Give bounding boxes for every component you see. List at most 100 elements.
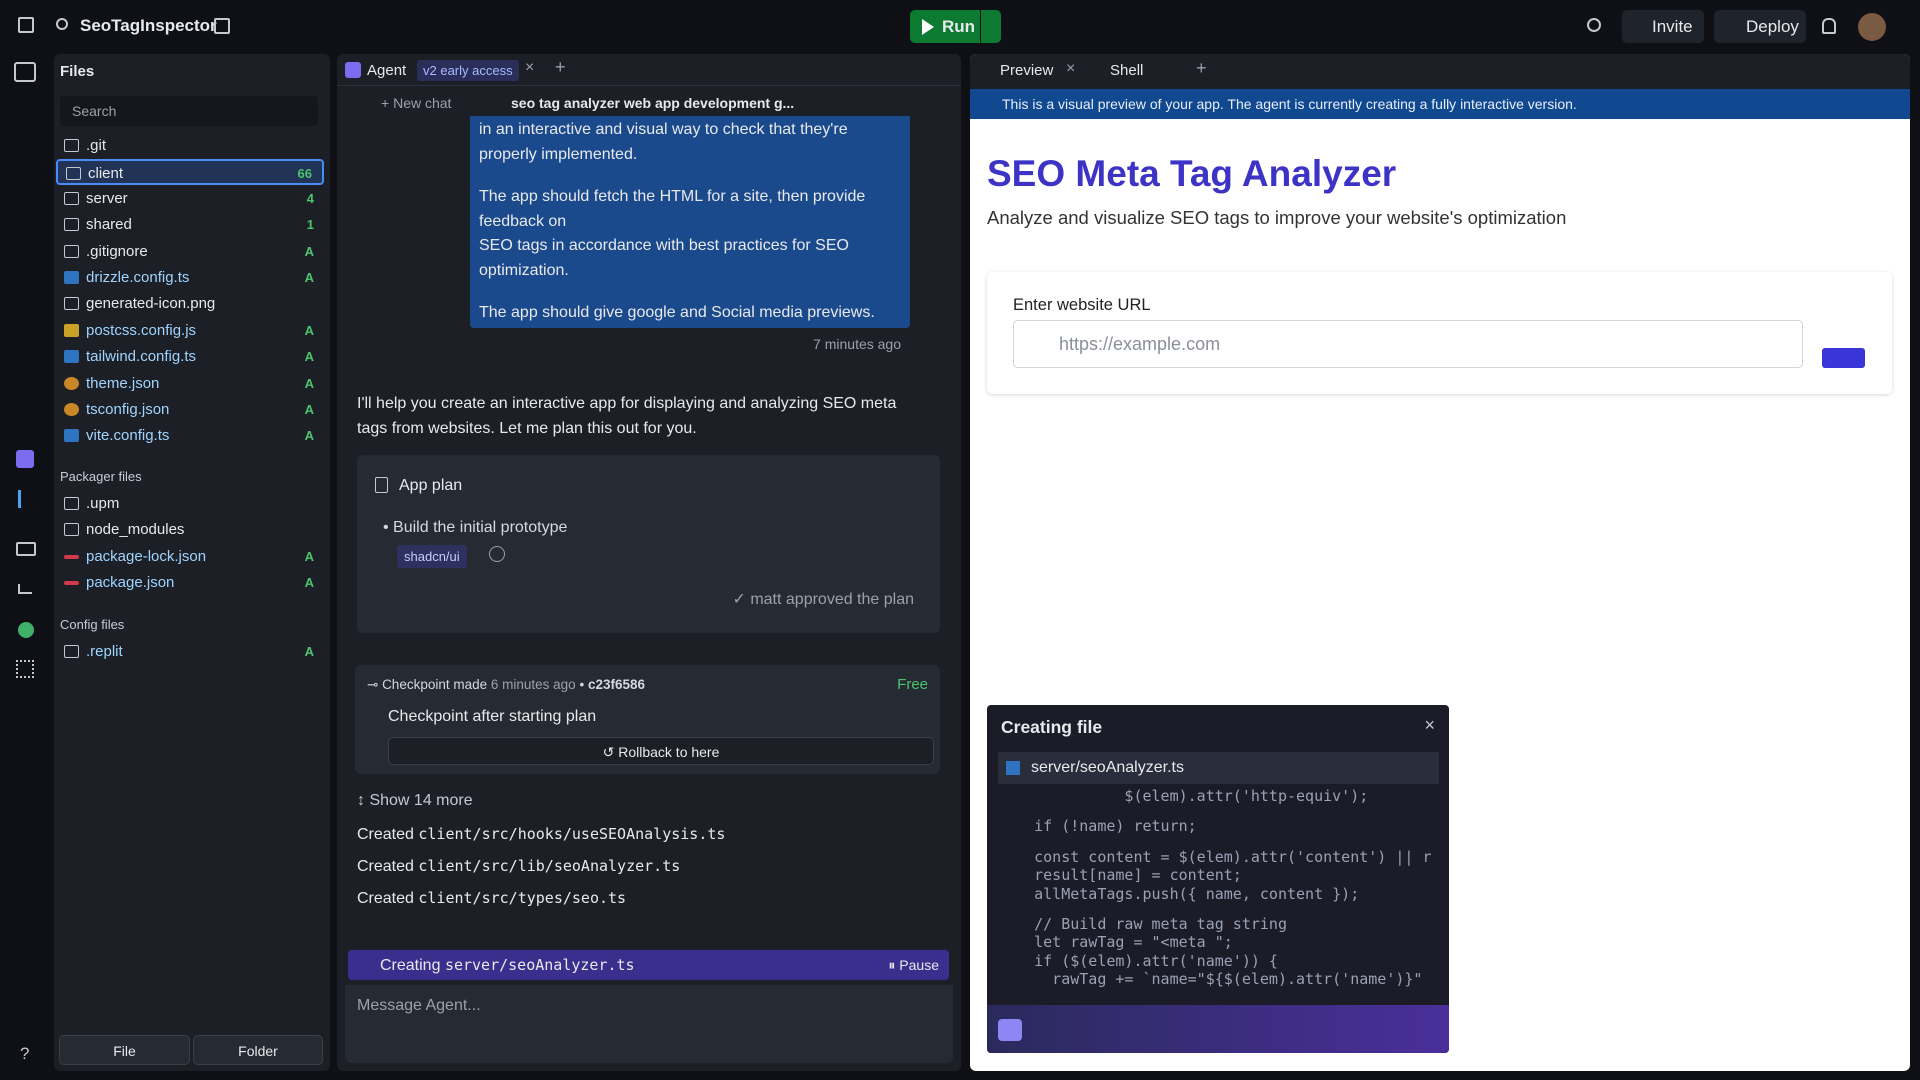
created-file[interactable]: Created client/src/hooks/useSEOAnalysis.…	[357, 825, 725, 844]
code-view: $(elem).attr('http-equiv'); if (!name) r…	[998, 787, 1439, 1001]
add-tab[interactable]: +	[555, 57, 566, 77]
file-item[interactable]: generated-icon.png	[56, 291, 324, 317]
popup-title: Creating file	[1001, 717, 1103, 737]
add-tab[interactable]: +	[1196, 58, 1207, 78]
created-file[interactable]: Created client/src/lib/seoAnalyzer.ts	[357, 857, 680, 876]
help[interactable]: ?	[20, 1044, 30, 1063]
shell-tab[interactable]: Shell	[1110, 62, 1144, 79]
run-menu[interactable]	[981, 10, 1001, 43]
file-item[interactable]: .upm	[56, 491, 324, 517]
file-icon	[64, 497, 79, 510]
file-search[interactable]: Search	[60, 96, 318, 126]
files-panel: Files Search	[54, 54, 330, 1071]
file-icon	[64, 244, 79, 258]
created-file[interactable]: Created client/src/types/seo.ts	[357, 889, 626, 908]
code-block: // Build raw meta tag string let rawTag …	[998, 915, 1439, 989]
button-label: File	[113, 1043, 136, 1059]
file-item[interactable]: drizzle.config.ts A	[56, 265, 324, 291]
show-more[interactable]: ↕ Show 14 more	[357, 792, 473, 809]
new-chat[interactable]: + New chat	[381, 95, 452, 111]
notifications[interactable]	[1822, 18, 1836, 34]
close-tab[interactable]: ×	[525, 59, 535, 76]
code-line: allMetaTags.push({ name, content });	[998, 884, 1360, 903]
plan-tag: shadcn/ui	[397, 545, 467, 568]
file-item[interactable]: shared 1	[56, 212, 324, 238]
agent-tab[interactable]: Agent	[367, 62, 407, 79]
plan-item: • Build the initial prototype	[383, 519, 568, 536]
rollback-button[interactable]: ↺ Rollback to here	[388, 737, 934, 765]
info-icon[interactable]	[489, 546, 505, 562]
code-line: $(elem).attr('http-equiv');	[998, 787, 1369, 805]
invite-button[interactable]: Invite	[1622, 10, 1704, 43]
tools-menu[interactable]	[16, 660, 34, 678]
file-name: node_modules	[86, 521, 185, 539]
files-tool[interactable]	[14, 62, 36, 82]
url-input[interactable]: https://example.com	[1013, 320, 1803, 368]
close-tab[interactable]: ×	[1066, 60, 1076, 77]
app-subtitle: Analyze and visualize SEO tags to improv…	[987, 207, 1567, 228]
top-bar: SeoTagInspector Run Invite Deploy	[0, 0, 1920, 52]
file-icon	[64, 523, 79, 537]
git-status: 1	[306, 217, 314, 233]
checkpoint-hash: c23f6586	[587, 677, 645, 692]
app-title: SEO Meta Tag Analyzer	[987, 153, 1397, 194]
file-item[interactable]: .git	[56, 133, 324, 159]
message-paragraph: The app should fetch the HTML for a site…	[479, 188, 866, 279]
file-item[interactable]: tailwind.config.ts A	[56, 344, 324, 370]
file-item[interactable]: package.json A	[56, 570, 324, 596]
file-name: .gitignore	[86, 242, 148, 260]
avatar[interactable]	[1858, 13, 1886, 41]
deploy-button[interactable]: Deploy	[1714, 10, 1806, 43]
file-item[interactable]: vite.config.ts A	[56, 423, 324, 449]
file-item[interactable]: tsconfig.json A	[56, 397, 324, 423]
git-status: A	[304, 575, 314, 591]
code-line: let rawTag = "<meta ";	[998, 933, 1233, 952]
plan-icon	[375, 477, 388, 493]
agent-icon	[345, 62, 361, 78]
run-button[interactable]: Run	[910, 10, 980, 43]
agent-reply: I'll help you create an interactive app …	[357, 395, 897, 437]
files-title: Files	[60, 63, 95, 80]
project-name[interactable]: SeoTagInspector	[80, 16, 217, 35]
created-path: client/src/types/seo.ts	[418, 889, 627, 907]
git-status: A	[304, 428, 314, 444]
url-label: Enter website URL	[1013, 296, 1151, 314]
file-item[interactable]: node_modules	[56, 517, 324, 543]
close-popup[interactable]: ×	[1424, 715, 1435, 735]
message-input[interactable]: Message Agent...	[345, 985, 953, 1063]
agent-tool[interactable]	[16, 450, 34, 468]
file-item[interactable]: .gitignore A	[56, 239, 324, 265]
creating-file-popup: Creating file × server/seoAnalyzer.ts $(…	[987, 705, 1449, 1053]
agent-logo	[998, 1019, 1022, 1041]
home-icon[interactable]	[18, 17, 34, 33]
plan-title: App plan	[399, 477, 463, 494]
plan-item-text: Build the initial prototype	[393, 519, 568, 536]
file-item[interactable]: client 66	[56, 159, 324, 186]
search-icon[interactable]	[56, 18, 68, 30]
file-header: server/seoAnalyzer.ts	[998, 752, 1439, 784]
layout-icon[interactable]	[214, 18, 230, 34]
preview-panel: Preview × Shell + This is a visual previ…	[970, 54, 1910, 1071]
new-folder-button[interactable]: Folder	[193, 1035, 323, 1065]
rollback-label: Rollback to here	[618, 744, 720, 760]
pause-button[interactable]: ⏸ Pause	[888, 957, 939, 973]
checkpoint-card: ⊸ Checkpoint made 6 minutes ago • c23f65…	[355, 665, 940, 774]
file-item[interactable]: .replit A	[56, 639, 324, 665]
preview-tool[interactable]	[16, 542, 36, 556]
chat-title[interactable]: seo tag analyzer web app development g..…	[511, 95, 795, 111]
shell-tool[interactable]	[18, 584, 32, 594]
analyze-button[interactable]	[1822, 348, 1865, 368]
file-item[interactable]: package-lock.json A	[56, 544, 324, 570]
new-file-button[interactable]: File	[59, 1035, 190, 1065]
file-item[interactable]: postcss.config.js A	[56, 318, 324, 344]
search-button[interactable]	[1587, 18, 1601, 32]
preview-tab[interactable]: Preview	[1000, 62, 1054, 79]
file-name: server	[86, 189, 128, 207]
agent-tab-bar: Agent v2 early access × +	[337, 54, 961, 86]
secrets-tool[interactable]	[18, 622, 34, 638]
git-tool[interactable]	[18, 490, 30, 508]
checkpoint-label: Checkpoint made	[382, 677, 488, 692]
file-item[interactable]: server 4	[56, 186, 324, 212]
file-item[interactable]: theme.json A	[56, 371, 324, 397]
